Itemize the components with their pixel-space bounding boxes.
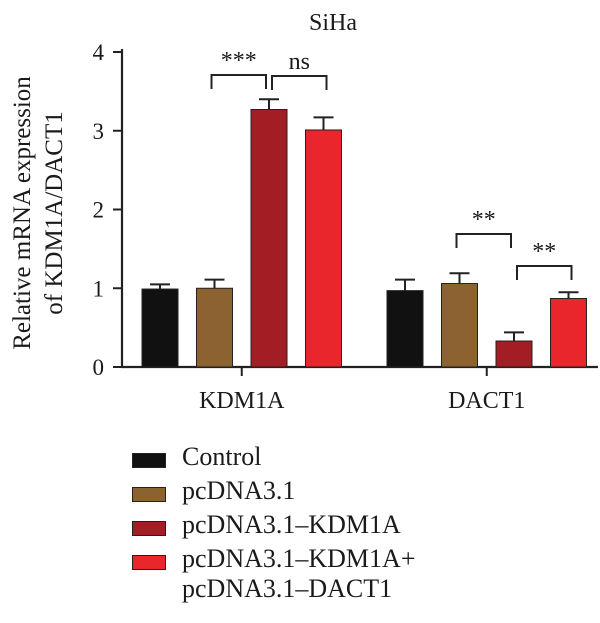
legend-swatch-pcdna31 bbox=[132, 487, 166, 502]
y-tick-label: 1 bbox=[93, 276, 105, 301]
chart-title: SiHa bbox=[309, 10, 357, 36]
legend-label-line2: pcDNA3.1–DACT1 bbox=[182, 574, 393, 603]
bar bbox=[141, 288, 179, 368]
legend-swatch-control bbox=[132, 453, 166, 468]
significance-bracket bbox=[210, 74, 267, 89]
legend-label-pcdna31: pcDNA3.1 bbox=[182, 476, 296, 505]
y-axis-label-line1: Relative mRNA expression bbox=[9, 76, 36, 350]
legend: Control pcDNA3.1 pcDNA3.1–KDM1A pcDNA3.1… bbox=[132, 440, 572, 612]
legend-label-line1: pcDNA3.1–KDM1A+ bbox=[182, 544, 416, 573]
significance-label: ns bbox=[289, 49, 310, 75]
legend-item-control: Control bbox=[132, 440, 572, 474]
bar bbox=[386, 290, 424, 368]
legend-swatch-pcdna31-kdm1a-dact1 bbox=[132, 555, 166, 570]
bar bbox=[305, 129, 342, 368]
significance-bracket bbox=[455, 233, 512, 248]
y-axis-label-line2: of KDM1A/DACT1 bbox=[41, 111, 68, 314]
legend-swatch-pcdna31-kdm1a bbox=[132, 521, 166, 536]
bar bbox=[441, 283, 478, 368]
y-tick-label: 3 bbox=[93, 119, 105, 144]
significance-label: ** bbox=[532, 239, 556, 265]
y-axis-label: Relative mRNA expression of KDM1A/DACT1 bbox=[9, 76, 68, 350]
y-tick-label: 2 bbox=[93, 198, 105, 223]
legend-item-pcdna31-kdm1a-dact1: pcDNA3.1–KDM1A+ pcDNA3.1–DACT1 bbox=[132, 542, 572, 612]
significance-bracket bbox=[516, 265, 573, 280]
bar bbox=[550, 297, 587, 368]
y-tick-label: 4 bbox=[93, 40, 105, 65]
legend-item-pcdna31: pcDNA3.1 bbox=[132, 474, 572, 508]
legend-item-pcdna31-kdm1a: pcDNA3.1–KDM1A bbox=[132, 508, 572, 542]
significance-label: *** bbox=[221, 48, 257, 74]
y-tick-label: 0 bbox=[93, 355, 105, 380]
legend-label-pcdna31-kdm1a: pcDNA3.1–KDM1A bbox=[182, 510, 401, 539]
significance-label: ** bbox=[472, 207, 496, 233]
x-tick-label: DACT1 bbox=[448, 388, 525, 414]
x-tick-label: KDM1A bbox=[199, 388, 285, 414]
bar bbox=[250, 108, 288, 368]
legend-label-control: Control bbox=[182, 442, 262, 471]
legend-label-pcdna31-kdm1a-dact1: pcDNA3.1–KDM1A+ pcDNA3.1–DACT1 bbox=[182, 544, 415, 604]
bar bbox=[495, 340, 533, 368]
significance-bracket bbox=[271, 75, 328, 90]
bar bbox=[196, 287, 233, 368]
